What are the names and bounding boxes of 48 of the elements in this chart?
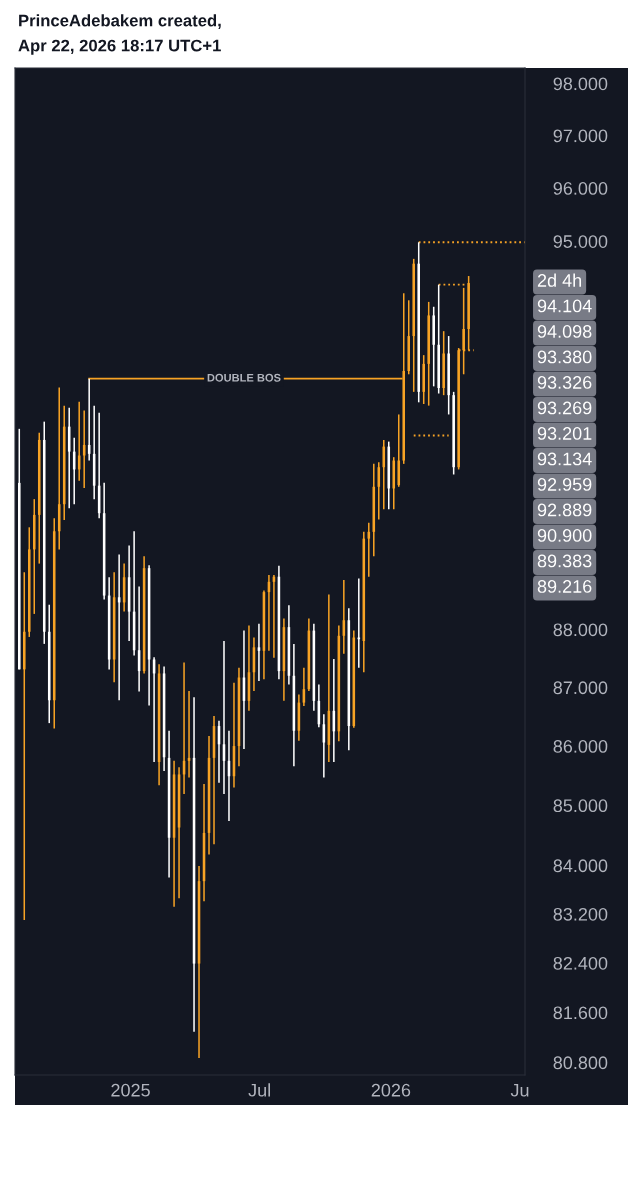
text: 2d 4h <box>537 273 582 287</box>
text: 92.889 <box>537 503 592 517</box>
candlestick <box>447 335 450 416</box>
x-tick-label: 2026 <box>371 1083 411 1097</box>
y-tick-label: 95.000 <box>553 235 608 248</box>
text: 93.269 <box>537 401 592 415</box>
candlestick <box>452 391 455 476</box>
annotation: DOUBLE BOS <box>207 373 281 382</box>
candlestick <box>407 299 411 376</box>
text: 90.900 <box>537 529 592 542</box>
candlestick <box>427 301 430 407</box>
candlestick <box>417 241 420 404</box>
chart-subtitle: Apr 22, 2026 18:17 UTC+1 <box>18 39 221 55</box>
x-tick-label: Jul <box>248 1083 270 1097</box>
y-tick-label: 86.000 <box>553 740 608 753</box>
y-tick-label: 97.000 <box>553 129 608 143</box>
candlestick <box>18 428 21 671</box>
candlestick <box>432 306 435 388</box>
candlestick <box>437 283 440 395</box>
text: 93.134 <box>537 452 592 466</box>
candlestick <box>382 439 386 511</box>
text: 93.201 <box>537 427 592 440</box>
text: 92.959 <box>537 478 592 491</box>
text: 93.326 <box>537 376 592 389</box>
chart-title: PrinceAdebakem created, <box>19 14 221 29</box>
y-tick-label: 98.000 <box>553 77 608 91</box>
candlestick <box>27 526 31 638</box>
y-tick-label: 81.600 <box>553 1006 608 1020</box>
y-tick-label: 80.800 <box>553 1056 608 1070</box>
y-tick-label: 83.200 <box>553 907 608 921</box>
text: 94.098 <box>537 325 592 338</box>
text: 89.383 <box>537 554 592 568</box>
x-tick-label: 2025 <box>111 1083 150 1097</box>
y-tick-label: 82.400 <box>553 956 608 970</box>
candlestick <box>377 461 381 521</box>
y-tick-label: 88.000 <box>553 623 608 637</box>
y-tick-label: 87.000 <box>553 681 608 695</box>
candlestick <box>412 258 416 393</box>
candlestick <box>22 571 26 921</box>
candlestick <box>422 354 425 405</box>
x-tick-label: Ju <box>510 1084 529 1097</box>
text: 94.104 <box>537 299 592 313</box>
candlestick <box>442 330 445 396</box>
text: 89.216 <box>537 580 592 593</box>
y-tick-label: 84.000 <box>553 859 608 873</box>
y-tick-label: 96.000 <box>553 182 608 195</box>
y-tick-label: 85.000 <box>553 799 608 813</box>
text: 93.380 <box>537 350 592 364</box>
